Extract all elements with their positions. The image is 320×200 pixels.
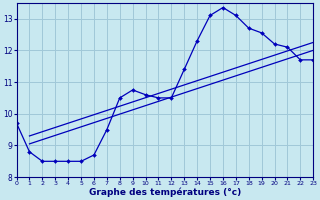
X-axis label: Graphe des températures (°c): Graphe des températures (°c): [89, 188, 241, 197]
